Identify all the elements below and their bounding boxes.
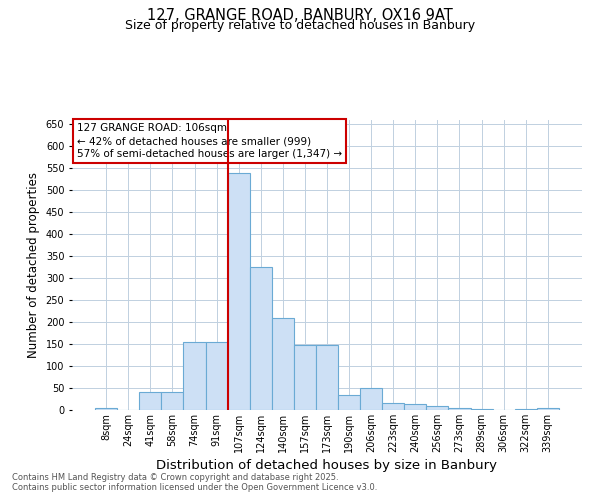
Bar: [184, 342, 206, 410]
X-axis label: Distribution of detached houses by size in Banbury: Distribution of detached houses by size …: [157, 459, 497, 472]
Bar: [250, 267, 272, 410]
Bar: [338, 394, 360, 410]
Y-axis label: Number of detached properties: Number of detached properties: [27, 172, 40, 358]
Text: Contains public sector information licensed under the Open Government Licence v3: Contains public sector information licen…: [12, 484, 377, 492]
Bar: [382, 404, 404, 410]
Bar: [206, 342, 227, 410]
Bar: [515, 408, 537, 410]
Bar: [470, 408, 493, 410]
Bar: [95, 408, 117, 410]
Bar: [427, 406, 448, 410]
Bar: [404, 404, 427, 410]
Bar: [360, 388, 382, 410]
Text: Contains HM Land Registry data © Crown copyright and database right 2025.: Contains HM Land Registry data © Crown c…: [12, 474, 338, 482]
Text: 127 GRANGE ROAD: 106sqm
← 42% of detached houses are smaller (999)
57% of semi-d: 127 GRANGE ROAD: 106sqm ← 42% of detache…: [77, 123, 342, 160]
Bar: [272, 318, 294, 410]
Bar: [227, 172, 250, 410]
Bar: [294, 345, 316, 410]
Text: Size of property relative to detached houses in Banbury: Size of property relative to detached ho…: [125, 18, 475, 32]
Bar: [139, 392, 161, 410]
Text: 127, GRANGE ROAD, BANBURY, OX16 9AT: 127, GRANGE ROAD, BANBURY, OX16 9AT: [147, 8, 453, 22]
Bar: [316, 345, 338, 410]
Bar: [448, 408, 470, 410]
Bar: [537, 408, 559, 410]
Bar: [161, 392, 184, 410]
